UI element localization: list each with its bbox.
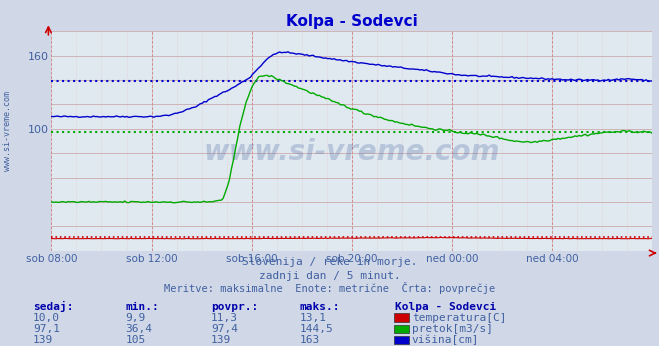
Text: 13,1: 13,1 — [300, 313, 327, 323]
Text: temperatura[C]: temperatura[C] — [412, 313, 506, 323]
Text: 36,4: 36,4 — [125, 324, 152, 334]
Text: min.:: min.: — [125, 302, 159, 312]
Text: povpr.:: povpr.: — [211, 302, 258, 312]
Text: 11,3: 11,3 — [211, 313, 238, 323]
Text: višina[cm]: višina[cm] — [412, 335, 479, 345]
Text: sedaj:: sedaj: — [33, 301, 73, 312]
Text: zadnji dan / 5 minut.: zadnji dan / 5 minut. — [258, 271, 401, 281]
Text: pretok[m3/s]: pretok[m3/s] — [412, 324, 493, 334]
Text: maks.:: maks.: — [300, 302, 340, 312]
Text: 163: 163 — [300, 335, 320, 345]
Text: 144,5: 144,5 — [300, 324, 333, 334]
Text: 10,0: 10,0 — [33, 313, 60, 323]
Text: Kolpa - Sodevci: Kolpa - Sodevci — [395, 302, 497, 312]
Text: 97,4: 97,4 — [211, 324, 238, 334]
Text: 139: 139 — [211, 335, 231, 345]
Text: www.si-vreme.com: www.si-vreme.com — [204, 138, 500, 166]
Text: Slovenija / reke in morje.: Slovenija / reke in morje. — [242, 257, 417, 267]
Text: Meritve: maksimalne  Enote: metrične  Črta: povprečje: Meritve: maksimalne Enote: metrične Črta… — [164, 282, 495, 294]
Text: www.si-vreme.com: www.si-vreme.com — [3, 91, 13, 172]
Text: 105: 105 — [125, 335, 146, 345]
Text: 9,9: 9,9 — [125, 313, 146, 323]
Text: 97,1: 97,1 — [33, 324, 60, 334]
Text: 139: 139 — [33, 335, 53, 345]
Title: Kolpa - Sodevci: Kolpa - Sodevci — [286, 13, 418, 29]
